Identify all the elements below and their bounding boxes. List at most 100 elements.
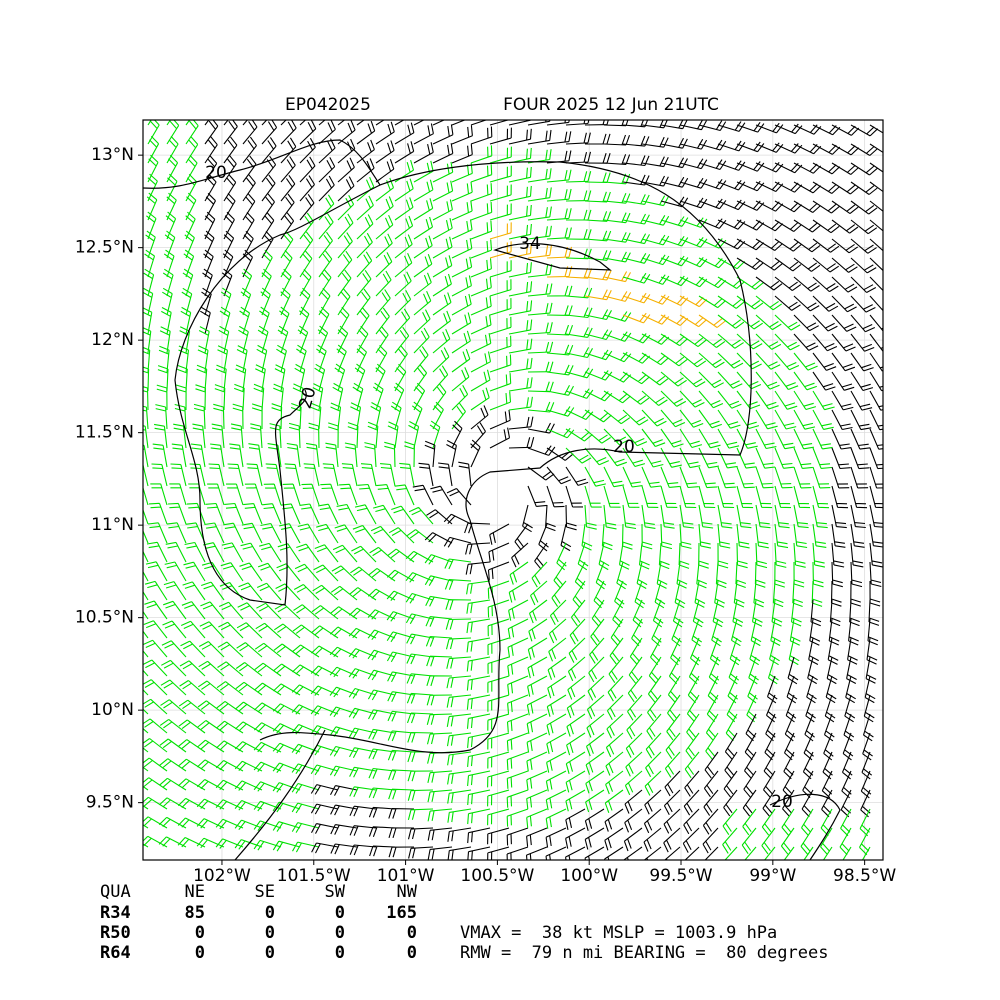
wind-barb xyxy=(508,185,532,202)
wind-barb xyxy=(284,463,301,487)
wind-barb xyxy=(388,788,415,800)
wind-barb xyxy=(660,275,689,287)
wind-barb xyxy=(470,145,493,164)
table-header: NE xyxy=(185,882,205,902)
wind-barb xyxy=(299,193,315,221)
wind-barb xyxy=(647,675,662,703)
wind-barb xyxy=(253,741,282,753)
wind-barb xyxy=(565,447,592,464)
wind-barb xyxy=(235,681,263,696)
wind-barb xyxy=(405,572,434,583)
wind-barb xyxy=(204,120,210,126)
wind-barb xyxy=(251,403,263,430)
wind-barb xyxy=(793,390,817,411)
wind-barb xyxy=(394,289,412,316)
wind-barb xyxy=(686,713,700,741)
wind-barb xyxy=(159,718,187,734)
wind-barb xyxy=(426,655,453,667)
wind-barb xyxy=(394,252,413,278)
wind-barb xyxy=(508,580,529,603)
wind-barb xyxy=(793,238,821,253)
wind-barb xyxy=(692,599,704,628)
wind-barb xyxy=(279,523,301,544)
table-cell: 0 xyxy=(265,943,275,963)
wind-barb xyxy=(546,385,574,396)
wind-barb xyxy=(470,120,488,126)
wind-barb xyxy=(458,461,472,487)
wind-barb xyxy=(170,463,187,487)
wind-barb xyxy=(869,181,883,193)
wind-barb xyxy=(200,306,211,335)
wind-barb xyxy=(143,287,154,316)
wind-barb xyxy=(272,742,301,754)
wind-barb xyxy=(318,287,331,316)
wind-barb xyxy=(432,199,453,221)
wind-barb xyxy=(367,609,396,620)
wind-barb xyxy=(152,443,168,468)
wind-barb xyxy=(143,630,149,639)
wind-barb xyxy=(185,211,196,240)
wind-barb xyxy=(546,751,567,773)
wind-barb xyxy=(724,751,738,779)
wind-barb xyxy=(566,694,586,719)
wind-barb xyxy=(526,732,548,753)
wind-barb xyxy=(570,599,586,627)
wind-barb xyxy=(158,836,187,848)
wind-barb xyxy=(866,637,878,665)
wind-barb xyxy=(412,484,434,506)
wind-barb xyxy=(451,200,473,221)
wind-barb xyxy=(388,527,415,544)
wind-barb xyxy=(869,352,883,372)
wind-barb xyxy=(143,650,149,658)
wind-barb xyxy=(388,808,415,819)
wind-barb xyxy=(861,846,871,860)
wind-barb xyxy=(356,139,375,164)
wind-barb xyxy=(183,249,195,278)
wind-barb xyxy=(185,136,199,164)
wind-barb xyxy=(334,363,346,392)
wind-barb xyxy=(143,405,149,430)
wind-barb xyxy=(755,409,778,430)
wind-barb xyxy=(679,333,707,348)
wind-barb xyxy=(183,561,206,582)
wind-barb xyxy=(589,637,605,664)
wind-barb xyxy=(367,649,396,661)
wind-barb xyxy=(831,333,856,352)
wind-barb xyxy=(446,488,472,506)
wind-barb xyxy=(566,713,586,737)
wind-barb xyxy=(717,179,746,191)
wind-barb xyxy=(682,827,700,853)
wind-barb xyxy=(241,522,263,544)
wind-barb xyxy=(311,625,339,639)
wind-barb xyxy=(774,257,802,272)
wind-barb xyxy=(506,808,529,827)
wind-barb xyxy=(664,846,681,860)
wind-barb xyxy=(489,260,512,278)
wind-barb xyxy=(348,687,377,699)
wind-barb xyxy=(310,402,322,430)
wind-barb xyxy=(210,443,225,468)
wind-barb xyxy=(812,181,840,194)
wind-barb xyxy=(584,211,612,222)
wind-barb xyxy=(369,845,396,857)
wind-barb xyxy=(356,232,373,259)
wind-barb xyxy=(489,391,512,411)
wind-barb xyxy=(663,808,681,834)
wind-barb xyxy=(143,486,149,506)
wind-barb xyxy=(375,159,395,183)
wind-barb xyxy=(812,485,830,509)
wind-barb xyxy=(391,505,415,525)
wind-barb xyxy=(199,621,225,639)
intensity-info: VMAX = 38 kt MSLP = 1003.9 hPa xyxy=(460,923,777,943)
wind-barb xyxy=(282,483,301,506)
wind-barb xyxy=(432,180,454,202)
wind-barb xyxy=(793,352,818,371)
wind-barb xyxy=(318,157,336,183)
wind-barb xyxy=(215,760,244,772)
wind-barb xyxy=(743,770,757,798)
wind-barb xyxy=(470,277,492,297)
wind-barb xyxy=(350,566,377,582)
wind-barb xyxy=(762,789,776,817)
wind-barb xyxy=(546,208,572,221)
